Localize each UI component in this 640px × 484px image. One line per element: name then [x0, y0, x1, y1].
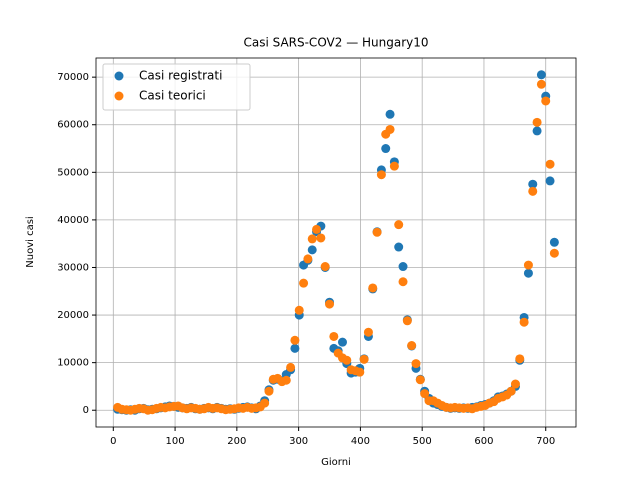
point [398, 262, 408, 272]
point [290, 335, 300, 345]
point [337, 337, 347, 347]
x-tick-label: 700 [536, 436, 555, 447]
y-tick-label: 0 [83, 405, 89, 416]
plot-frame [95, 57, 577, 428]
x-tick-label: 100 [166, 436, 185, 447]
point [307, 234, 317, 244]
y-tick-label: 20000 [57, 310, 89, 321]
point [407, 341, 417, 351]
y-tick-label: 30000 [57, 262, 89, 273]
point [420, 389, 430, 399]
point [303, 254, 313, 264]
point [528, 186, 538, 196]
point [385, 124, 395, 134]
point [389, 161, 399, 171]
point [394, 242, 404, 252]
point [510, 379, 520, 389]
point [532, 126, 542, 136]
point [286, 362, 296, 372]
point [355, 367, 365, 377]
point [359, 354, 369, 364]
point [515, 354, 525, 364]
point [528, 179, 538, 189]
point [281, 375, 291, 385]
point [545, 176, 555, 186]
point [320, 262, 330, 272]
legend-label: Casi teorici [139, 89, 206, 103]
point [541, 96, 551, 106]
point [381, 144, 391, 154]
point [368, 283, 378, 293]
x-tick-label: 600 [474, 436, 493, 447]
legend-box [102, 63, 251, 111]
point [260, 398, 270, 408]
y-axis-label: Nuovi casi [25, 216, 36, 267]
point [372, 227, 382, 237]
point [299, 278, 309, 288]
point [536, 70, 546, 80]
point [363, 327, 373, 337]
point [523, 260, 533, 270]
point [264, 386, 274, 396]
legend-marker [114, 71, 124, 81]
point [545, 159, 555, 169]
x-tick-label: 400 [351, 436, 370, 447]
y-tick-label: 40000 [57, 215, 89, 226]
point [411, 359, 421, 369]
point [532, 117, 542, 127]
point [549, 248, 559, 258]
x-tick-label: 500 [413, 436, 432, 447]
x-axis-label: Giorni [321, 457, 351, 468]
x-tick-label: 300 [289, 436, 308, 447]
y-tick-label: 50000 [57, 167, 89, 178]
point [536, 79, 546, 89]
legend-marker [114, 91, 124, 101]
point [506, 386, 516, 396]
y-tick-label: 60000 [57, 120, 89, 131]
point [519, 317, 529, 327]
y-tick-label: 10000 [57, 358, 89, 369]
point [523, 268, 533, 278]
chart-title: Casi SARS-COV2 — Hungary10 [243, 36, 428, 50]
point [329, 331, 339, 341]
x-tick-label: 0 [110, 436, 116, 447]
x-tick-label: 200 [227, 436, 246, 447]
point [307, 245, 317, 255]
y-tick-label: 70000 [57, 72, 89, 83]
point [549, 237, 559, 247]
point [312, 224, 322, 234]
legend-label: Casi registrati [139, 69, 222, 83]
point [342, 355, 352, 365]
point [325, 299, 335, 309]
point [402, 316, 412, 326]
point [385, 109, 395, 119]
point [398, 277, 408, 287]
point [415, 375, 425, 385]
point [376, 170, 386, 180]
point [394, 220, 404, 230]
point [294, 305, 304, 315]
point [316, 233, 326, 243]
point [290, 343, 300, 353]
